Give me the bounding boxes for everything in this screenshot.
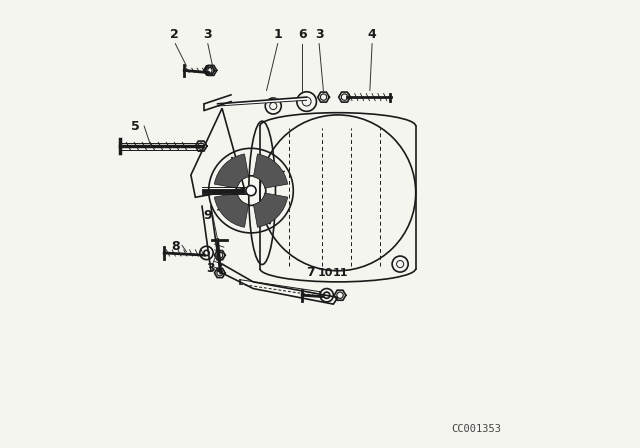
Text: 5: 5 (131, 120, 140, 133)
Text: 2: 2 (170, 28, 179, 41)
Text: 3: 3 (207, 262, 215, 275)
Circle shape (246, 185, 256, 196)
Text: 9: 9 (204, 210, 212, 223)
Text: 4: 4 (368, 28, 376, 41)
Wedge shape (214, 193, 248, 227)
Text: 1: 1 (273, 28, 282, 41)
Text: 7: 7 (306, 267, 315, 280)
Wedge shape (253, 193, 287, 227)
Text: 3: 3 (204, 28, 212, 41)
Text: CC001353: CC001353 (451, 424, 501, 434)
Polygon shape (218, 97, 307, 106)
Text: 8: 8 (171, 240, 180, 253)
Text: 10: 10 (317, 268, 333, 278)
Wedge shape (214, 154, 248, 188)
Wedge shape (253, 154, 287, 188)
Text: 6: 6 (298, 28, 307, 41)
Text: 3: 3 (315, 28, 323, 41)
Text: 11: 11 (333, 268, 349, 278)
